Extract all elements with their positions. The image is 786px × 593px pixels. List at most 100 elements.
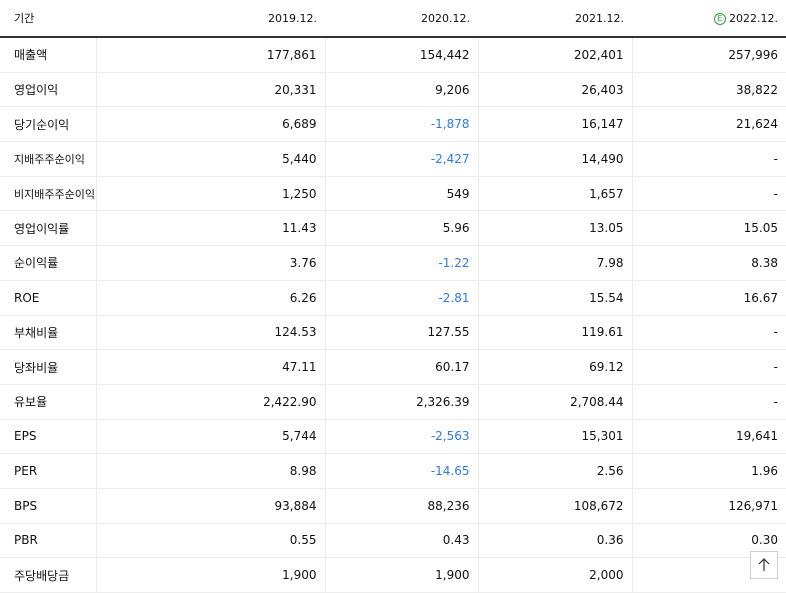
table-row: 매출액 177,861 154,442 202,401 257,996 [0, 37, 786, 73]
table-row: 비지배주주순이익 1,250 549 1,657- [0, 176, 786, 212]
cell-value: 119.61 [477, 314, 632, 351]
cell-value: 16,147 [477, 106, 632, 143]
cell-value: 0.43 [324, 523, 478, 559]
row-label: 유보율 [0, 384, 96, 420]
cell-value: 69.12 [477, 349, 632, 385]
cell-value: 6.26 [95, 280, 325, 316]
cell-value: 60.17 [324, 349, 478, 385]
table-row: 유보율 2,422.90 2,326.39 2,708.44- [0, 384, 786, 420]
cell-value: 2,000 [477, 557, 632, 593]
cell-value: -1.22 [324, 245, 478, 281]
cell-value: 15.54 [477, 280, 632, 316]
cell-value: -1,878 [324, 106, 478, 143]
row-label: ROE [0, 280, 96, 316]
arrow-up-icon [758, 558, 770, 571]
cell-value: 9,206 [324, 72, 478, 108]
estimate-icon: E [714, 12, 727, 25]
row-label: 매출액 [0, 37, 96, 73]
cell-value: 15,301 [477, 418, 632, 455]
period-header: 2021.12. [478, 0, 632, 38]
period-header: 2019.12. [96, 0, 325, 38]
row-label: 순이익률 [0, 245, 96, 281]
cell-value: -14.65 [324, 453, 478, 489]
table-row: EPS 5,744 -2,563 15,301 19,641 [0, 418, 786, 455]
table-row: 부채비율 124.53 127.55 119.61- [0, 314, 786, 351]
cell-value: 1,657 [477, 176, 632, 212]
row-label: 부채비율 [0, 314, 96, 351]
cell-value: 19,641 [631, 418, 786, 455]
cell-value: 2,422.90 [95, 384, 325, 420]
cell-value: 127.55 [324, 314, 478, 351]
cell-value: 5,744 [95, 418, 325, 455]
cell-value: - [631, 314, 786, 351]
scroll-top-button[interactable] [750, 551, 778, 579]
cell-value: -2.81 [324, 280, 478, 316]
table-row: 영업이익률 11.43 5.96 13.05 15.05 [0, 210, 786, 247]
table-row: BPS 93,884 88,236 108,672 126,971 [0, 488, 786, 524]
period-header-label: 2022.12. [729, 11, 778, 25]
row-label: BPS [0, 488, 96, 524]
row-label: PER [0, 453, 96, 489]
cell-value: 0.36 [477, 523, 632, 559]
cell-value: 1.96 [631, 453, 786, 489]
table-row: 주당배당금 1,900 1,900 2,000 [0, 557, 786, 593]
cell-value: -2,563 [324, 418, 478, 455]
cell-value: 126,971 [631, 488, 786, 524]
cell-value: - [631, 176, 786, 212]
cell-value: 13.05 [477, 210, 632, 247]
table-row: PER 8.98 -14.65 2.56 1.96 [0, 453, 786, 489]
cell-value: 0.55 [95, 523, 325, 559]
cell-value: 14,490 [477, 141, 632, 177]
cell-value: 8.38 [631, 245, 786, 281]
cell-value: 177,861 [95, 37, 325, 73]
cell-value: 257,996 [631, 37, 786, 73]
cell-value: 1,250 [95, 176, 325, 212]
cell-value: 21,624 [631, 106, 786, 143]
cell-value: - [631, 384, 786, 420]
header-row: 기간 2019.12. 2020.12. 2021.12. E 2022.12. [0, 0, 786, 38]
table-row: 순이익률 3.76 -1.22 7.98 8.38 [0, 245, 786, 281]
cell-value: 26,403 [477, 72, 632, 108]
cell-value: 38,822 [631, 72, 786, 108]
row-label: EPS [0, 418, 96, 455]
cell-value: 5,440 [95, 141, 325, 177]
cell-value: 3.76 [95, 245, 325, 281]
table-row: ROE 6.26 -2.81 15.54 16.67 [0, 280, 786, 316]
period-header: 2020.12. [325, 0, 478, 38]
cell-value: 16.67 [631, 280, 786, 316]
row-label: 지배주주순이익 [0, 141, 96, 177]
cell-value: 8.98 [95, 453, 325, 489]
cell-value: 154,442 [324, 37, 478, 73]
period-header-label: 기간 [0, 0, 96, 38]
cell-value: 93,884 [95, 488, 325, 524]
cell-value: 124.53 [95, 314, 325, 351]
cell-value: 202,401 [477, 37, 632, 73]
row-label: PBR [0, 523, 96, 559]
row-label: 영업이익률 [0, 210, 96, 247]
cell-value: 6,689 [95, 106, 325, 143]
cell-value: 7.98 [477, 245, 632, 281]
cell-value: 2,708.44 [477, 384, 632, 420]
table-row: 당기순이익 6,689 -1,878 16,147 21,624 [0, 106, 786, 143]
cell-value: 88,236 [324, 488, 478, 524]
cell-value: 2,326.39 [324, 384, 478, 420]
table-row: 당좌비율 47.11 60.17 69.12- [0, 349, 786, 385]
cell-value: 5.96 [324, 210, 478, 247]
cell-value: 108,672 [477, 488, 632, 524]
period-header: E 2022.12. [632, 0, 786, 38]
cell-value: - [631, 349, 786, 385]
row-label: 영업이익 [0, 72, 96, 108]
row-label: 비지배주주순이익 [0, 176, 96, 212]
table-row: PBR 0.55 0.43 0.36 0.30 [0, 523, 786, 559]
cell-value: 15.05 [631, 210, 786, 247]
table-row: 지배주주순이익 5,440 -2,427 14,490- [0, 141, 786, 177]
cell-value: -2,427 [324, 141, 478, 177]
row-label: 당좌비율 [0, 349, 96, 385]
cell-value: 20,331 [95, 72, 325, 108]
cell-value: 11.43 [95, 210, 325, 247]
cell-value: - [631, 141, 786, 177]
row-label: 당기순이익 [0, 106, 96, 143]
cell-value: 1,900 [95, 557, 325, 593]
table-row: 영업이익 20,331 9,206 26,403 38,822 [0, 72, 786, 108]
